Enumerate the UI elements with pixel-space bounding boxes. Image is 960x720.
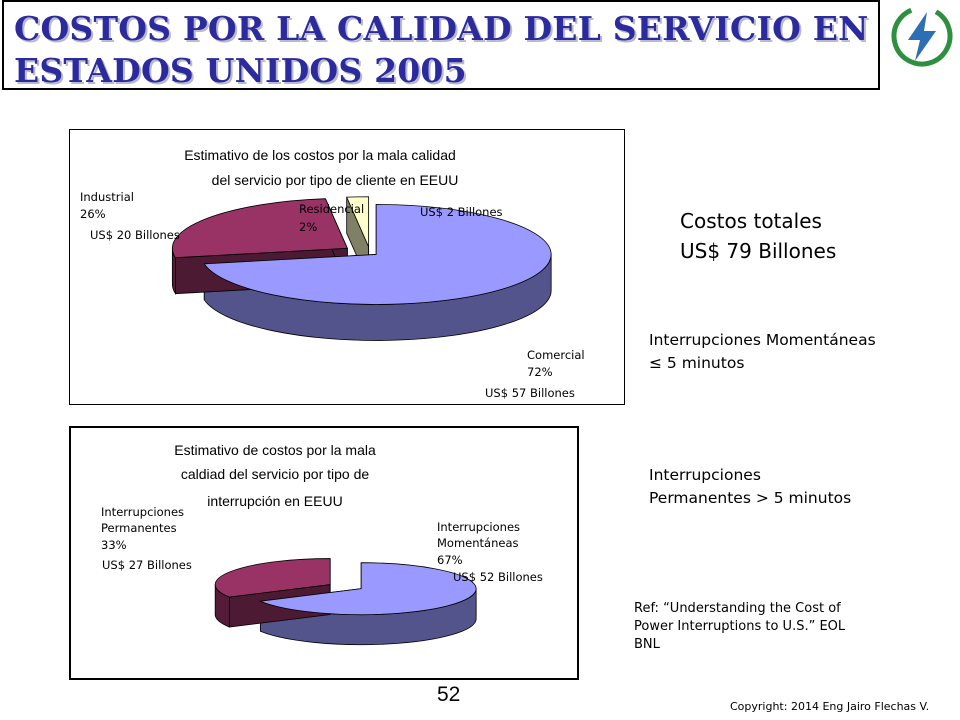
- label-residencial-name: Residencial: [299, 202, 364, 216]
- chart1-title-line-1: Estimativo de los costos por la mala cal…: [184, 147, 456, 163]
- chart1-slice-industrial: [171, 198, 348, 259]
- label-comercial-name: Comercial: [527, 348, 585, 362]
- label-comercial-value: US$ 57 Billones: [485, 386, 575, 400]
- chart2-slice-permanentes: [214, 558, 331, 598]
- total-costs-text: Costos totales US$ 79 Billones: [680, 206, 836, 266]
- chart1-slice-comercial: [203, 204, 552, 305]
- reference-line-1: Ref: “Understanding the Cost of: [634, 601, 841, 616]
- chart1-title-line-2: del servicio por tipo de cliente en EEUU: [212, 172, 459, 188]
- momentaneas-note: Interrupciones Momentáneas ≤ 5 minutos: [649, 329, 876, 375]
- label-permanentes-name-1: Interrupciones: [101, 505, 184, 519]
- interruption-type-pie-svg: Estimativo de costos por la mala caldiad…: [101, 442, 543, 646]
- permanentes-note: Interrupciones Permanentes > 5 minutos: [649, 464, 851, 510]
- label-permanentes-percent: 33%: [101, 538, 127, 552]
- label-permanentes-value: US$ 27 Billones: [102, 558, 192, 572]
- label-residencial-value: US$ 2 Billones: [420, 205, 503, 219]
- label-industrial-percent: 26%: [80, 207, 106, 221]
- chart2-title-line-2: caldiad del servicio por tipo de: [181, 466, 370, 482]
- chart1-slice-residencial: [346, 196, 370, 247]
- momentaneas-note-line-1: Interrupciones Momentáneas: [649, 331, 876, 349]
- customer-type-pie-chart: Estimativo de los costos por la mala cal…: [69, 129, 625, 405]
- lightning-bolt-icon: [891, 5, 953, 67]
- reference-line-2: Power Interruptions to U.S.” EOL: [634, 619, 846, 634]
- label-momentaneas-name-1: Interrupciones: [437, 520, 520, 534]
- chart2-title-line-1: Estimativo de costos por la mala: [174, 442, 376, 458]
- label-momentaneas-name-2: Momentáneas: [437, 536, 518, 550]
- page-title: COSTOS POR LA CALIDAD DEL SERVICIO EN ES…: [14, 8, 868, 92]
- label-permanentes-name-2: Permanentes: [101, 521, 177, 535]
- chart2-title-line-3: interrupción en EEUU: [207, 493, 342, 509]
- label-industrial-value: US$ 20 Billones: [90, 228, 180, 242]
- reference-line-3: BNL: [634, 637, 660, 652]
- title-line-1: COSTOS POR LA CALIDAD DEL SERVICIO EN: [14, 9, 869, 48]
- interruption-type-pie-chart: Estimativo de costos por la mala caldiad…: [69, 426, 579, 680]
- label-momentaneas-value: US$ 52 Billones: [453, 570, 543, 584]
- page-number: 52: [437, 683, 461, 706]
- permanentes-note-line-2: Permanentes > 5 minutos: [649, 489, 852, 507]
- title-line-2: ESTADOS UNIDOS 2005: [14, 51, 467, 90]
- total-costs-line-2: US$ 79 Billones: [680, 239, 837, 263]
- copyright-text: Copyright: 2014 Eng Jairo Flechas V.: [730, 700, 930, 713]
- label-comercial-percent: 72%: [527, 365, 553, 379]
- momentaneas-note-line-2: ≤ 5 minutos: [649, 354, 745, 372]
- permanentes-note-line-1: Interrupciones: [649, 466, 761, 484]
- reference-note: Ref: “Understanding the Cost of Power In…: [634, 600, 934, 654]
- label-residencial-percent: 2%: [299, 220, 317, 234]
- title-box: COSTOS POR LA CALIDAD DEL SERVICIO EN ES…: [2, 0, 880, 90]
- chart1-pie-slices: [171, 196, 552, 341]
- label-industrial-name: Industrial: [80, 190, 134, 204]
- total-costs-line-1: Costos totales: [680, 209, 822, 233]
- label-momentaneas-percent: 67%: [437, 553, 463, 567]
- chart2-slice-momentáneas: [258, 562, 477, 616]
- customer-type-pie-svg: Estimativo de los costos por la mala cal…: [80, 147, 585, 400]
- chart2-pie-slices: [214, 558, 477, 646]
